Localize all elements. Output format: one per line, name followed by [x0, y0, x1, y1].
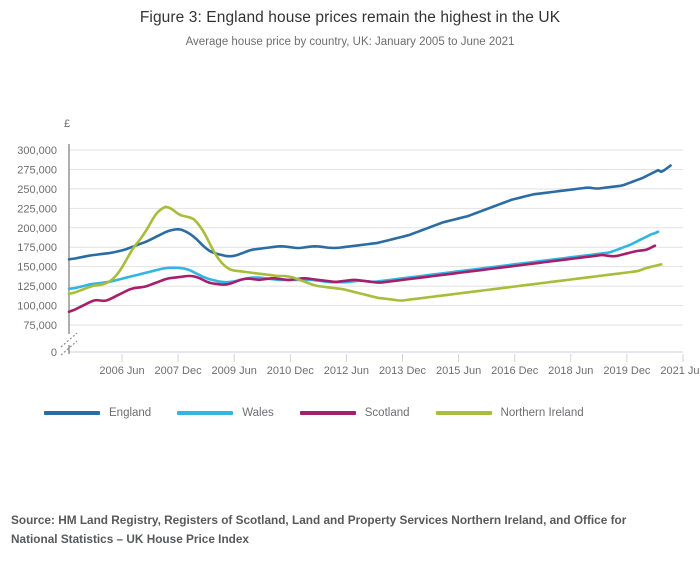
y-axis-tick-label: 0 — [51, 347, 57, 359]
legend-swatch-icon — [177, 411, 234, 415]
series-line-england — [67, 164, 672, 261]
y-axis-tick-label: 150,000 — [17, 262, 57, 274]
legend-item-label: England — [109, 407, 152, 419]
line-chart: 0 75,000 100,000 125,000 150,000 175,000 200,0… — [17, 144, 700, 377]
y-axis-tick-label: 125,000 — [17, 281, 57, 293]
data-series-lines — [67, 164, 672, 314]
axis-break-marker — [60, 332, 78, 356]
x-axis-tick-label: 2015 Jun — [436, 365, 481, 377]
x-axis-tick-label: 2012 Jun — [324, 365, 369, 377]
legend-swatch-icon — [44, 411, 100, 415]
x-axis-tick-label: 2021 Jun — [660, 365, 700, 377]
y-axis-tick-label: 225,000 — [17, 203, 57, 215]
x-axis-tick-label: 2013 Dec — [379, 365, 427, 377]
legend-swatch-icon — [299, 411, 356, 415]
y-axis-tick-label: 275,000 — [17, 164, 57, 176]
series-line-scotland — [67, 244, 657, 314]
x-axis-tick-label: 2009 Jun — [212, 365, 257, 377]
axis-break-slash-1 — [60, 332, 78, 348]
page-title: Figure 3: England house prices remain th… — [139, 9, 561, 26]
y-axis-tick-labels: 0 75,000 100,000 125,000 150,000 175,000 200,0… — [17, 145, 57, 359]
legend-item-northern-ireland[interactable]: Northern Ireland — [435, 407, 584, 419]
legend-item-label: Scotland — [364, 407, 410, 419]
y-axis-tick-label: 175,000 — [17, 242, 57, 254]
x-axis-tick-label: 2018 Jun — [548, 365, 593, 377]
x-axis-tick-label: 2010 Dec — [267, 365, 315, 377]
axis-break-slash-2 — [60, 340, 78, 356]
series-line-northern-ireland — [67, 205, 663, 302]
gridlines — [69, 149, 683, 353]
y-axis-tick-label: 300,000 — [17, 145, 57, 157]
legend-item-label: Northern Ireland — [500, 407, 584, 419]
x-axis-tick-label: 2006 Jun — [99, 365, 144, 377]
x-axis-tick-label: 2007 Dec — [155, 365, 203, 377]
source-note: Source: HM Land Registry, Registers of S… — [11, 513, 627, 547]
x-axis-tick-labels: 2006 Jun 2007 Dec 2009 Jun 2010 Dec 2012 Jun… — [99, 354, 700, 377]
x-axis-tick-label: 2019 Dec — [603, 365, 651, 377]
y-axis-tick-label: 250,000 — [17, 184, 57, 196]
page-subtitle: Average house price by country, UK: Janu… — [185, 36, 515, 48]
y-axis-tick-label: 200,000 — [17, 223, 57, 235]
chart-legend: England Wales Scotland Northern Ireland — [44, 407, 610, 419]
y-axis-tick-label: 75,000 — [23, 320, 57, 332]
y-axis-unit-label: £ — [64, 118, 71, 130]
legend-item-england[interactable]: England — [44, 407, 151, 419]
y-axis-tick-label: 100,000 — [17, 301, 57, 313]
legend-item-wales[interactable]: Wales — [177, 407, 274, 419]
legend-item-label: Wales — [242, 407, 274, 419]
legend-item-scotland[interactable]: Scotland — [299, 407, 410, 419]
x-axis-tick-label: 2016 Dec — [491, 365, 539, 377]
chart-container: £ 0 75,000 100,000 125,000 150,000 175,000 200… — [0, 118, 700, 388]
legend-swatch-icon — [435, 411, 492, 415]
